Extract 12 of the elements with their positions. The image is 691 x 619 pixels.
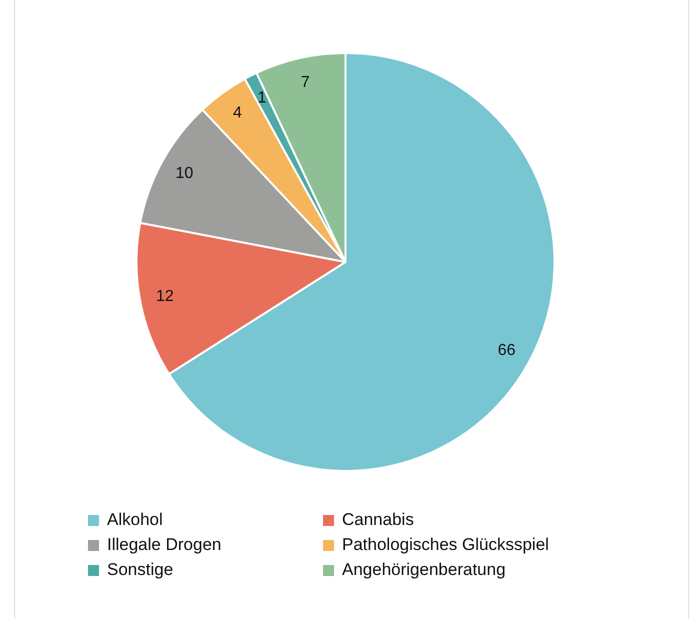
legend-label: Cannabis xyxy=(342,510,414,530)
data-label: 12 xyxy=(156,288,174,305)
data-label: 66 xyxy=(498,342,516,360)
legend-label: Sonstige xyxy=(107,560,174,580)
data-label: 1 xyxy=(258,90,267,107)
legend-label: Angehörigenberatung xyxy=(342,560,506,580)
data-label: 10 xyxy=(175,164,194,182)
data-label: 4 xyxy=(232,104,242,122)
legend-label: Illegale Drogen xyxy=(107,535,222,555)
data-label: 7 xyxy=(300,74,310,91)
legend-label: Alkohol xyxy=(107,510,163,530)
legend-label: Pathologisches Glücksspiel xyxy=(342,535,549,555)
